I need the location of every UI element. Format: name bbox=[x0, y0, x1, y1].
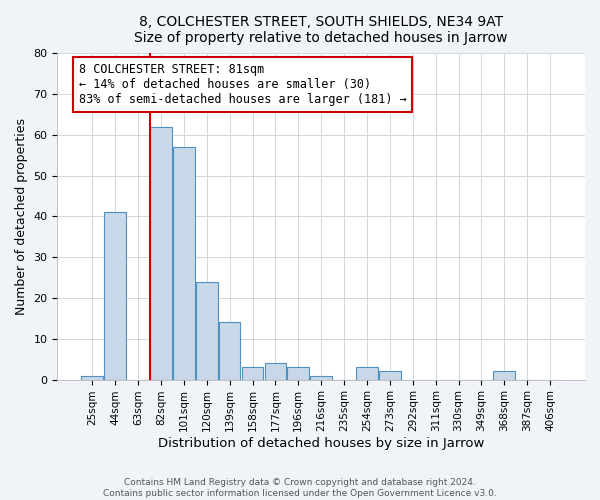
Bar bbox=[310, 376, 332, 380]
Bar bbox=[104, 212, 126, 380]
Bar bbox=[493, 372, 515, 380]
Text: 8 COLCHESTER STREET: 81sqm
← 14% of detached houses are smaller (30)
83% of semi: 8 COLCHESTER STREET: 81sqm ← 14% of deta… bbox=[79, 63, 406, 106]
Title: 8, COLCHESTER STREET, SOUTH SHIELDS, NE34 9AT
Size of property relative to detac: 8, COLCHESTER STREET, SOUTH SHIELDS, NE3… bbox=[134, 15, 508, 45]
Bar bbox=[356, 368, 378, 380]
Bar bbox=[219, 322, 241, 380]
Text: Contains HM Land Registry data © Crown copyright and database right 2024.
Contai: Contains HM Land Registry data © Crown c… bbox=[103, 478, 497, 498]
Bar bbox=[287, 368, 309, 380]
Bar bbox=[379, 372, 401, 380]
Bar bbox=[242, 368, 263, 380]
Y-axis label: Number of detached properties: Number of detached properties bbox=[15, 118, 28, 315]
Bar bbox=[196, 282, 218, 380]
Bar bbox=[150, 126, 172, 380]
X-axis label: Distribution of detached houses by size in Jarrow: Distribution of detached houses by size … bbox=[158, 437, 484, 450]
Bar bbox=[265, 364, 286, 380]
Bar bbox=[173, 147, 195, 380]
Bar bbox=[82, 376, 103, 380]
